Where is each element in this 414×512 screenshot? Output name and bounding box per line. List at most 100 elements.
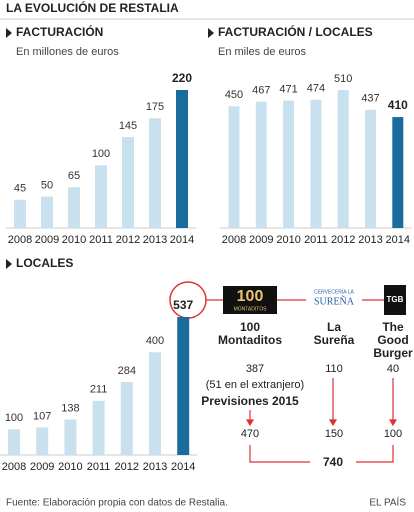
data-label: 450	[225, 89, 243, 101]
note: (51 en el extranjero)	[206, 379, 304, 391]
x-tick-label: 2010	[58, 461, 82, 473]
x-tick-label: 2013	[358, 234, 382, 246]
bar	[310, 99, 322, 228]
brand-name: Sureña	[314, 333, 355, 347]
x-tick-label: 2011	[304, 234, 328, 246]
total: 740	[323, 455, 343, 469]
brand-name: Burger	[373, 346, 413, 360]
data-label: 138	[61, 402, 79, 414]
forecast-value: 100	[384, 428, 402, 440]
x-tick-label: 2008	[8, 234, 32, 246]
logo-box	[223, 286, 277, 314]
data-label: 471	[279, 83, 297, 95]
bar	[95, 165, 107, 228]
data-label: 100	[5, 412, 23, 424]
data-label: 467	[252, 85, 270, 97]
forecast-label: Previsiones 2015	[201, 394, 299, 408]
title-marker	[6, 259, 12, 269]
x-tick-label: 2014	[386, 234, 410, 246]
current-value: 387	[246, 363, 264, 375]
bar	[228, 106, 240, 228]
data-label: 175	[146, 101, 164, 113]
brand-name: La	[327, 320, 341, 334]
bar	[337, 90, 349, 228]
title-marker	[6, 28, 12, 38]
title-marker	[208, 28, 214, 38]
brand-name: The	[382, 320, 404, 334]
brand-name: Good	[377, 333, 408, 347]
logo-box	[306, 288, 362, 312]
logo-text: MONTADITOS	[234, 306, 268, 312]
chart-subtitle: En millones de euros	[16, 46, 119, 58]
data-label: 510	[334, 73, 352, 85]
bar	[122, 137, 134, 228]
bar	[392, 117, 404, 228]
source: Fuente: Elaboración propia con datos de …	[6, 498, 228, 509]
logo-text: CERVECERÍA LA	[314, 288, 354, 295]
chart-title: FACTURACIÓN / LOCALES	[218, 24, 373, 39]
bar	[149, 118, 161, 228]
data-label: 45	[14, 183, 26, 195]
x-tick-label: 2009	[35, 234, 59, 246]
data-label: 400	[146, 335, 164, 347]
chart-subtitle: En miles de euros	[218, 46, 307, 58]
data-label: 220	[172, 71, 192, 85]
data-label: 100	[92, 148, 110, 160]
x-tick-label: 2011	[87, 461, 111, 473]
bar	[68, 187, 80, 228]
x-tick-label: 2012	[115, 461, 139, 473]
logo-box	[384, 285, 406, 315]
bar	[14, 199, 26, 228]
logo-text: TGB	[387, 295, 404, 304]
data-label: 65	[68, 170, 80, 182]
data-label: 145	[119, 120, 137, 132]
x-tick-label: 2009	[30, 461, 54, 473]
bar	[92, 400, 105, 455]
bar	[255, 101, 267, 228]
x-tick-label: 2012	[116, 234, 140, 246]
x-tick-label: 2009	[249, 234, 273, 246]
bar	[120, 382, 133, 455]
brand-name: Montaditos	[218, 333, 282, 347]
publisher: EL PAÍS	[369, 496, 406, 509]
data-label: 474	[307, 83, 325, 95]
x-tick-label: 2013	[143, 461, 167, 473]
data-label: 437	[361, 93, 379, 105]
chart-title: LOCALES	[16, 256, 73, 270]
data-label: 410	[388, 98, 408, 112]
forecast-value: 150	[325, 428, 343, 440]
x-tick-label: 2011	[89, 234, 113, 246]
forecast-value: 470	[241, 428, 259, 440]
x-tick-label: 2014	[171, 461, 195, 473]
bar	[64, 419, 77, 455]
bar	[41, 196, 53, 228]
data-label: 50	[41, 180, 53, 192]
arrows	[245, 378, 398, 463]
bar	[36, 427, 49, 455]
brand-name: 100	[240, 320, 260, 334]
current-value: 40	[387, 363, 399, 375]
data-label: 284	[118, 365, 136, 377]
x-tick-label: 2014	[170, 234, 194, 246]
main-title: LA EVOLUCIÓN DE RESTALIA	[6, 0, 179, 15]
logo-text: 100	[237, 288, 264, 305]
logo-text: SUREÑA	[314, 295, 355, 307]
bar	[176, 90, 188, 228]
x-tick-label: 2008	[222, 234, 246, 246]
bar	[149, 352, 161, 455]
data-label: 107	[33, 410, 51, 422]
chart-title: FACTURACIÓN	[16, 24, 103, 39]
x-tick-label: 2013	[143, 234, 167, 246]
x-tick-label: 2010	[276, 234, 300, 246]
bar	[365, 109, 376, 228]
data-label: 211	[90, 384, 108, 396]
data-label: 537	[173, 298, 193, 312]
bar	[283, 100, 295, 228]
x-tick-label: 2010	[62, 234, 86, 246]
x-tick-label: 2008	[2, 461, 26, 473]
bar	[177, 317, 190, 455]
bar	[8, 429, 20, 455]
current-value: 110	[325, 363, 343, 375]
x-tick-label: 2012	[331, 234, 355, 246]
